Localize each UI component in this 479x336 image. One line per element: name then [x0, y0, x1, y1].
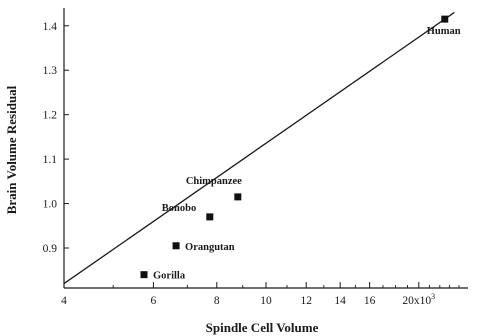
x-tick-label: 10	[260, 295, 272, 307]
x-tick-label: 16	[364, 295, 376, 307]
x-axis-label: Spindle Cell Volume	[206, 320, 319, 335]
y-tick-label: 1.1	[43, 154, 58, 166]
plot-frame	[63, 8, 468, 289]
data-point-human	[441, 15, 449, 23]
y-axis-label: Brain Volume Residual	[4, 85, 19, 214]
data-point-orangutan	[172, 242, 180, 250]
y-tick-label: 0.9	[43, 243, 58, 255]
y-tick-label: 1.2	[43, 110, 58, 122]
x-axis-ticks: 4 6 8 10 12 14 16 20x103	[61, 282, 460, 307]
point-label-human: Human	[427, 26, 461, 37]
point-label-bonobo: Bonobo	[162, 203, 196, 214]
y-tick-label: 1.0	[43, 199, 58, 211]
point-label-gorilla: Gorilla	[153, 271, 186, 282]
x-tick-exponent: 3	[431, 292, 435, 301]
point-labels-layer: Human Chimpanzee Bonobo Orangutan Gorilla	[153, 26, 461, 282]
fit-line-layer	[63, 11, 455, 285]
data-point-bonobo	[206, 213, 214, 221]
y-tick-label: 1.4	[43, 21, 58, 33]
point-label-orangutan: Orangutan	[185, 242, 235, 253]
x-tick-label: 4	[61, 295, 67, 307]
x-tick-label: 14	[334, 295, 346, 307]
regression-line	[63, 11, 455, 285]
y-axis-ticks: 0.9 1.0 1.1 1.2 1.3 1.4	[43, 21, 69, 255]
point-label-chimpanzee: Chimpanzee	[186, 176, 242, 187]
x-tick-label: 8	[214, 295, 220, 307]
data-point-gorilla	[140, 271, 148, 279]
points-layer	[140, 15, 449, 279]
data-point-chimpanzee	[234, 193, 242, 201]
x-tick-label: 20x103	[402, 292, 435, 307]
x-tick-label: 6	[151, 295, 157, 307]
x-tick-label: 12	[300, 295, 312, 307]
y-tick-label: 1.3	[43, 65, 58, 77]
